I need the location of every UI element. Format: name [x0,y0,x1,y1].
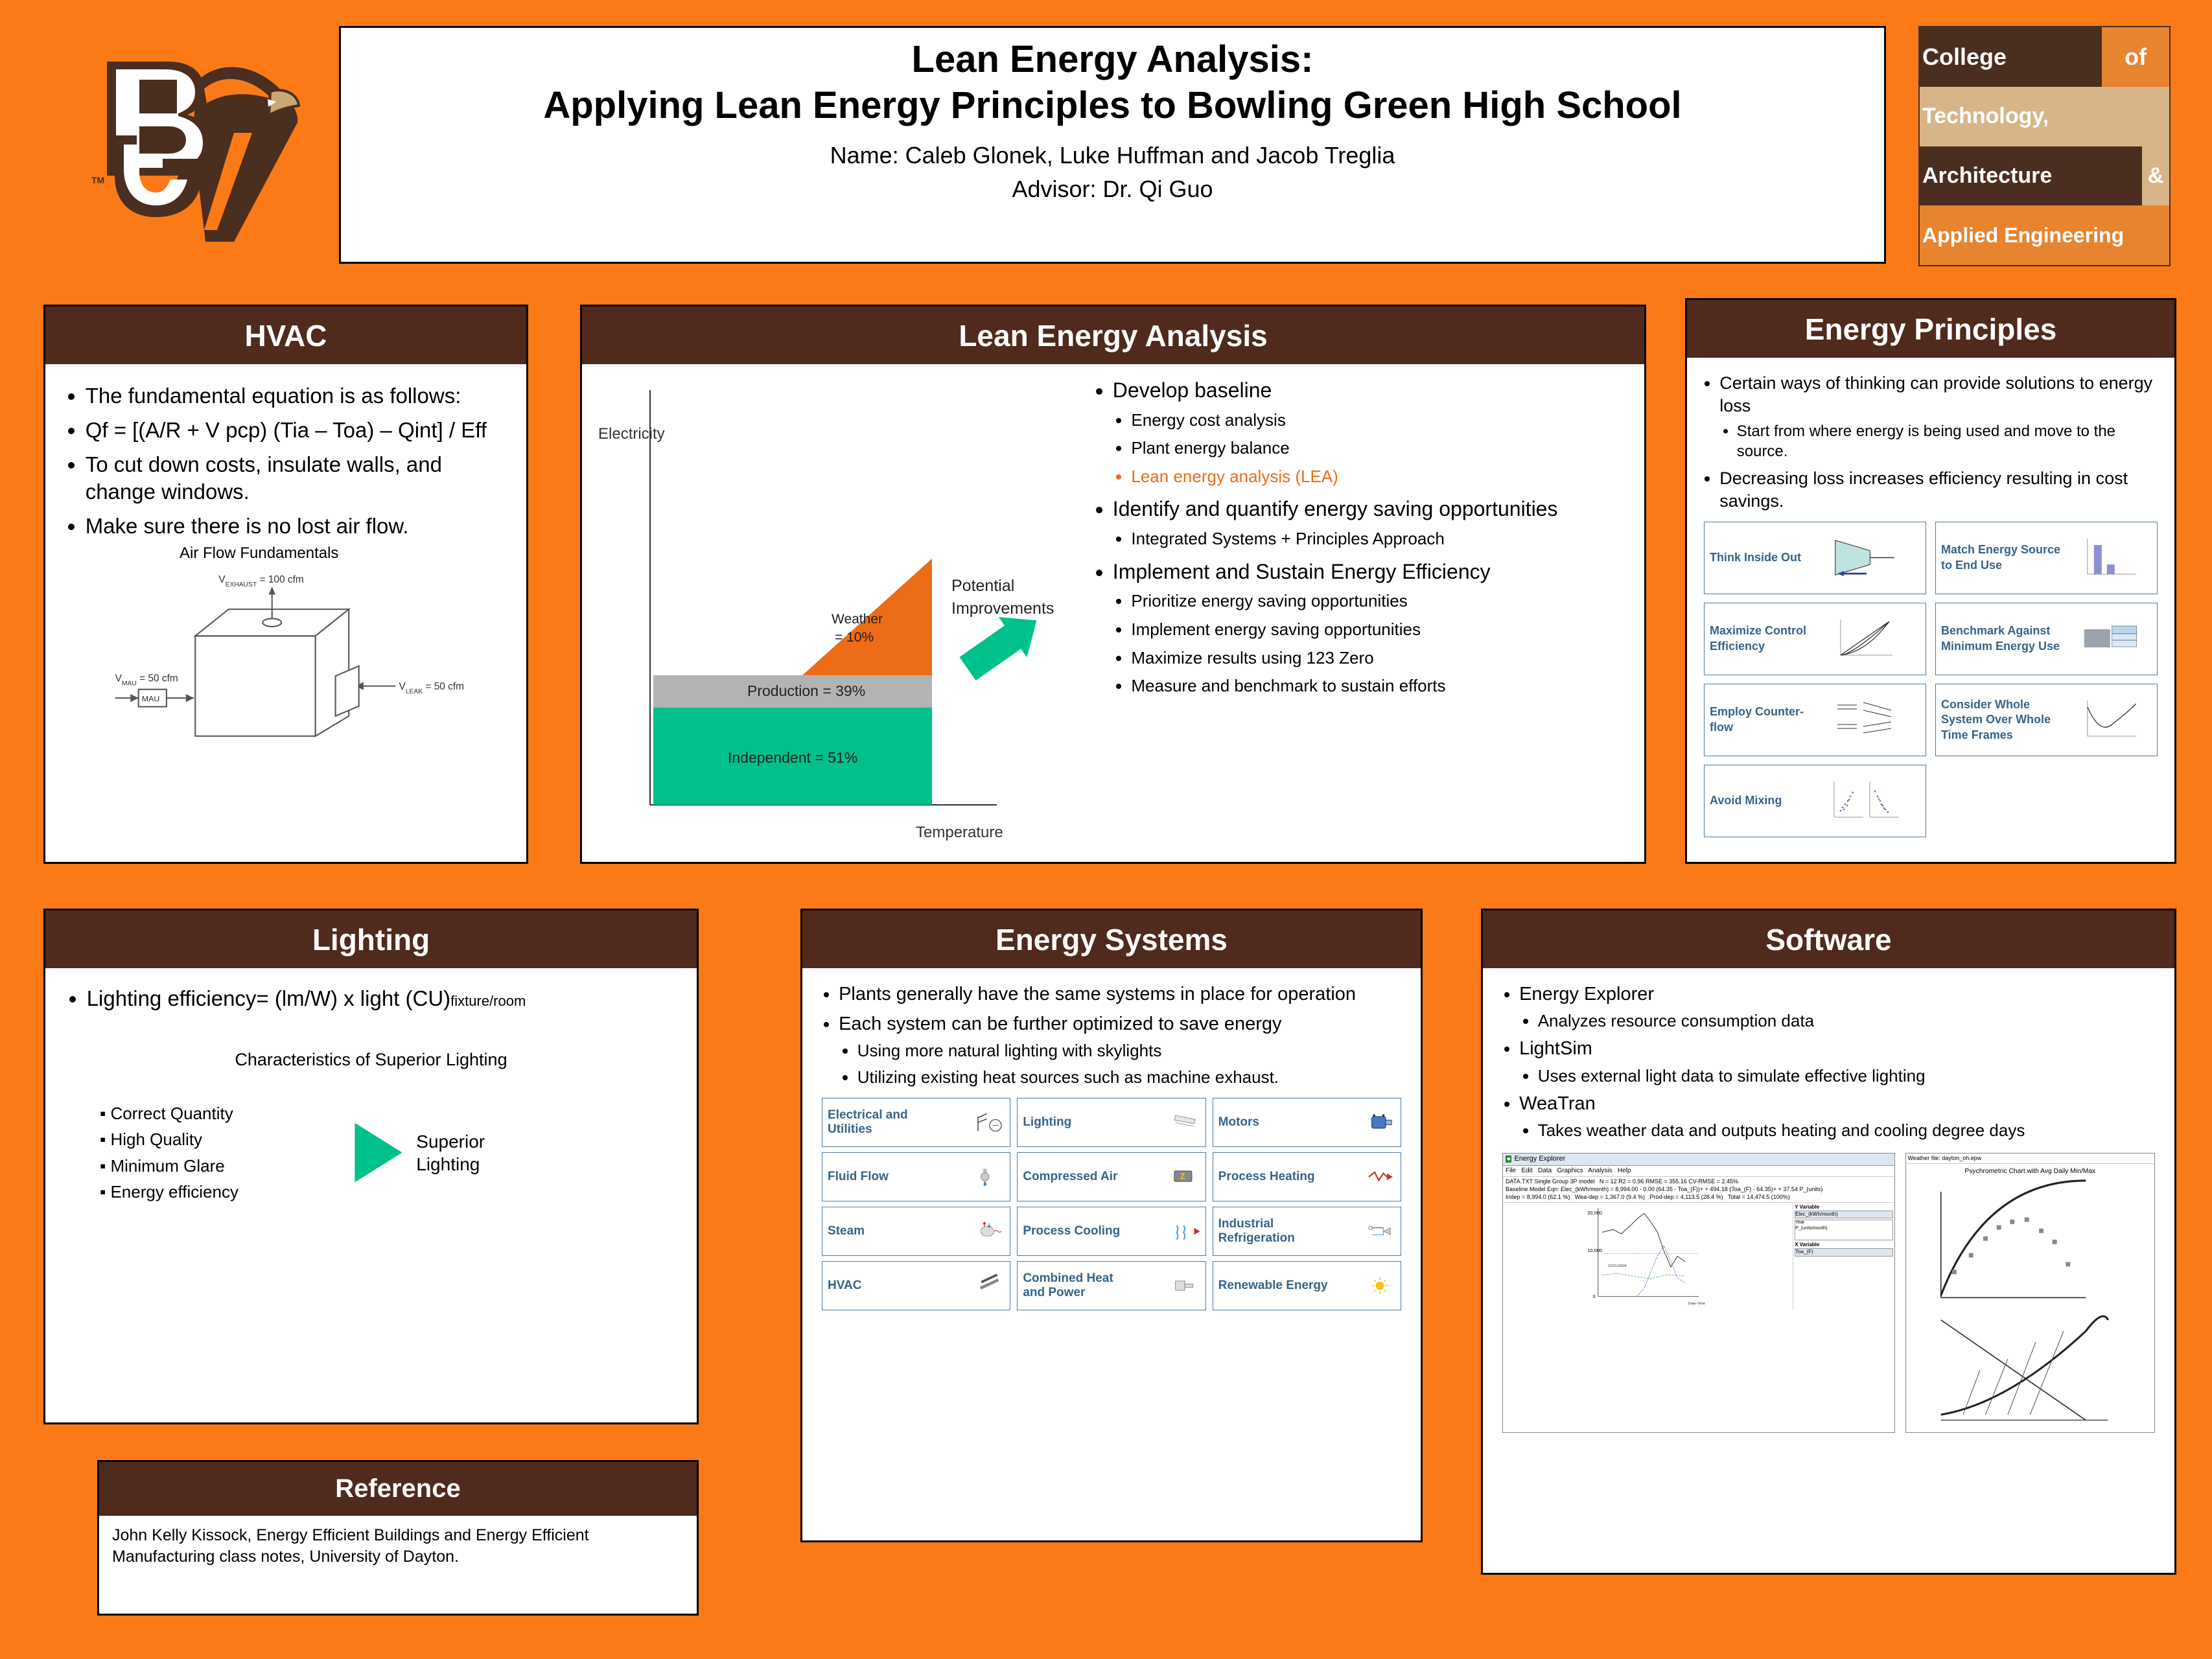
svg-text:MAU: MAU [142,694,159,703]
svg-text:Potential: Potential [951,577,1014,595]
svg-text:Electricity: Electricity [598,425,665,443]
svg-text:TM: TM [91,175,104,185]
svg-text:12/31/2006: 12/31/2006 [1608,1264,1627,1268]
svg-text:VMAU = 50 cfm: VMAU = 50 cfm [115,673,178,687]
svg-text:Temperature: Temperature [916,824,1003,841]
svg-text:VEXHAUST = 100 cfm: VEXHAUST = 100 cfm [218,574,303,588]
svg-text:0: 0 [1593,1294,1596,1299]
svg-text:Date-Time: Date-Time [1688,1302,1705,1306]
svg-text:= 10%: = 10% [835,630,874,645]
svg-text:Independent = 51%: Independent = 51% [728,749,857,766]
svg-text:Weather: Weather [832,612,883,627]
svg-text:20,000: 20,000 [1587,1210,1602,1216]
svg-text:VLEAK = 50 cfm: VLEAK = 50 cfm [399,681,464,695]
svg-text:10,000: 10,000 [1587,1247,1602,1253]
svg-text:Improvements: Improvements [951,599,1054,618]
svg-text:Production = 39%: Production = 39% [747,682,865,699]
svg-text:Psychrometric Chart with Avg D: Psychrometric Chart with Avg Daily Min/M… [1965,1168,2097,1175]
svg-text:Z: Z [1180,1172,1185,1181]
